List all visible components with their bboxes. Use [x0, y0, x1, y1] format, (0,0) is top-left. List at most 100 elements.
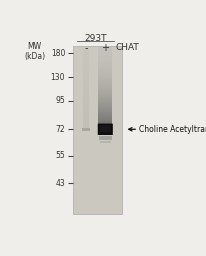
Bar — [98, 114, 112, 115]
Bar — [98, 72, 112, 73]
Bar — [82, 88, 89, 92]
Bar — [82, 112, 89, 116]
Bar — [98, 115, 112, 116]
Bar — [98, 92, 112, 93]
Bar — [98, 49, 112, 50]
Text: 95: 95 — [55, 96, 65, 105]
Text: MW
(kDa): MW (kDa) — [24, 41, 45, 61]
Bar — [98, 113, 112, 114]
Bar — [98, 94, 112, 95]
Bar — [98, 93, 112, 94]
Bar — [98, 52, 112, 53]
Bar — [82, 64, 89, 68]
Bar — [98, 64, 112, 65]
Text: Choline Acetyltransferase: Choline Acetyltransferase — [138, 125, 206, 134]
Bar — [98, 59, 112, 60]
Bar — [98, 87, 112, 88]
Bar — [73, 46, 122, 214]
Bar — [98, 77, 112, 78]
Bar — [98, 80, 112, 81]
Bar — [98, 86, 112, 87]
Bar — [81, 127, 90, 131]
Bar — [98, 67, 112, 68]
Text: -: - — [84, 43, 87, 53]
Bar — [98, 71, 112, 72]
Bar — [98, 103, 112, 104]
Bar — [82, 84, 89, 88]
Bar — [98, 111, 112, 112]
Bar — [98, 60, 112, 61]
Bar — [98, 78, 112, 79]
Bar — [98, 69, 112, 70]
Text: 293T: 293T — [84, 34, 106, 43]
Bar — [98, 51, 112, 52]
Bar — [98, 74, 112, 75]
Bar — [98, 99, 112, 100]
Bar — [98, 66, 112, 67]
Bar — [98, 50, 112, 51]
Bar — [98, 65, 112, 66]
Bar — [98, 88, 112, 89]
Bar — [98, 109, 112, 110]
Bar — [98, 120, 112, 121]
Bar — [98, 122, 112, 123]
Bar — [82, 124, 89, 127]
Bar — [98, 104, 112, 105]
Bar — [98, 98, 112, 99]
Bar — [82, 80, 89, 84]
Bar — [98, 54, 112, 55]
Bar — [98, 101, 112, 102]
Bar — [82, 48, 89, 52]
Bar — [98, 136, 111, 140]
Bar — [98, 57, 112, 58]
Bar — [98, 68, 112, 69]
Bar — [98, 75, 112, 76]
Bar — [98, 47, 112, 48]
Bar — [82, 56, 89, 60]
Bar — [99, 141, 111, 143]
Bar — [98, 107, 112, 108]
Bar — [98, 110, 112, 111]
Bar — [82, 108, 89, 112]
Bar — [98, 63, 112, 64]
Bar — [98, 83, 112, 84]
Bar — [98, 117, 112, 118]
Bar — [98, 73, 112, 74]
Bar — [82, 120, 89, 124]
Bar — [98, 89, 112, 90]
Text: CHAT: CHAT — [115, 43, 139, 52]
Bar — [82, 60, 89, 64]
Bar — [98, 56, 112, 57]
Bar — [82, 116, 89, 120]
Bar — [98, 100, 112, 101]
FancyBboxPatch shape — [97, 124, 112, 135]
Bar — [82, 92, 89, 96]
Bar — [98, 97, 112, 98]
Bar — [98, 91, 112, 92]
Bar — [98, 108, 112, 109]
Bar — [82, 100, 89, 104]
Bar — [82, 76, 89, 80]
Bar — [98, 118, 112, 119]
Bar — [98, 70, 112, 71]
Bar — [98, 121, 112, 122]
Bar — [98, 53, 112, 54]
Bar — [98, 48, 112, 49]
Text: 180: 180 — [50, 49, 65, 58]
Bar — [82, 68, 89, 72]
Bar — [98, 85, 112, 86]
Text: 72: 72 — [55, 125, 65, 134]
Bar — [98, 82, 112, 83]
Bar — [98, 95, 112, 97]
Bar — [82, 72, 89, 76]
Bar — [98, 81, 112, 82]
Bar — [98, 90, 112, 91]
FancyBboxPatch shape — [99, 125, 110, 132]
Bar — [98, 112, 112, 113]
Bar — [82, 52, 89, 56]
Bar — [98, 123, 112, 124]
Bar — [82, 96, 89, 100]
Bar — [98, 62, 112, 63]
Bar — [82, 104, 89, 108]
Bar — [98, 61, 112, 62]
